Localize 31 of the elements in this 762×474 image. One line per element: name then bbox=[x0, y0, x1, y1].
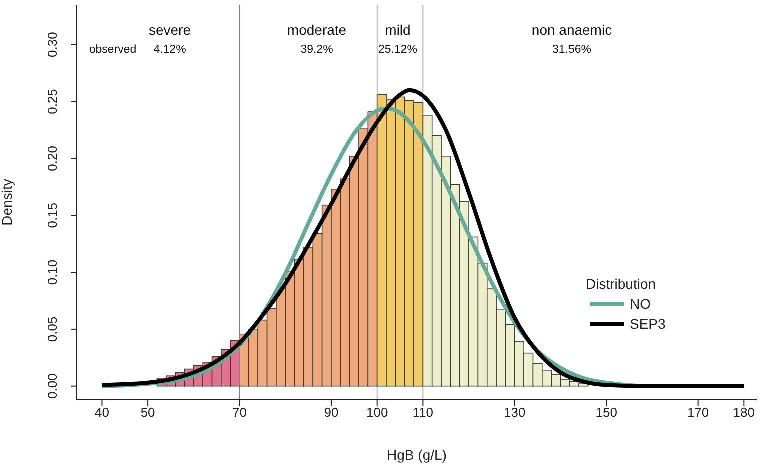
y-tick-label: 0.30 bbox=[45, 32, 60, 58]
x-tick-label: 40 bbox=[94, 405, 110, 420]
x-tick-label: 170 bbox=[687, 405, 710, 420]
annotation: 39.2% bbox=[300, 44, 334, 56]
x-tick-label: 130 bbox=[504, 405, 526, 420]
x-tick-label: 70 bbox=[232, 405, 248, 420]
annotation: moderate bbox=[287, 22, 347, 38]
legend-label: SEP3 bbox=[630, 316, 666, 332]
annotation: 4.12% bbox=[154, 44, 186, 56]
annotation: severe bbox=[148, 22, 192, 38]
y-tick-label: 0.15 bbox=[45, 202, 60, 228]
y-tick-label: 0.20 bbox=[45, 146, 60, 172]
x-axis-title: HgB (g/L) bbox=[387, 447, 447, 463]
x-tick-label: 150 bbox=[596, 405, 618, 420]
annotation: 25.12% bbox=[378, 44, 418, 56]
y-tick-label: 0.25 bbox=[45, 89, 60, 114]
y-tick-label: 0.00 bbox=[45, 374, 60, 399]
annotation: 31.56% bbox=[552, 44, 592, 56]
annotation: non anaemic bbox=[532, 22, 612, 38]
y-tick-label: 0.10 bbox=[45, 260, 60, 286]
legend-title: Distribution bbox=[586, 276, 658, 292]
annotation: mild bbox=[385, 22, 411, 38]
legend-label: NO bbox=[630, 296, 651, 312]
x-tick-label: 90 bbox=[324, 405, 339, 420]
y-tick-label: 0.05 bbox=[45, 316, 60, 342]
x-tick-label: 110 bbox=[412, 405, 434, 420]
annotation: observed bbox=[89, 44, 137, 56]
x-tick-label: 100 bbox=[366, 405, 388, 420]
x-tick-label: 180 bbox=[733, 405, 756, 420]
x-tick-label: 50 bbox=[140, 405, 156, 420]
y-axis-title: Density bbox=[0, 179, 15, 226]
